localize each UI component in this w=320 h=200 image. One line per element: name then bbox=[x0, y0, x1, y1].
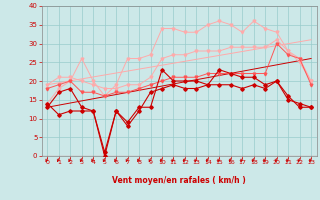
X-axis label: Vent moyen/en rafales ( km/h ): Vent moyen/en rafales ( km/h ) bbox=[112, 176, 246, 185]
